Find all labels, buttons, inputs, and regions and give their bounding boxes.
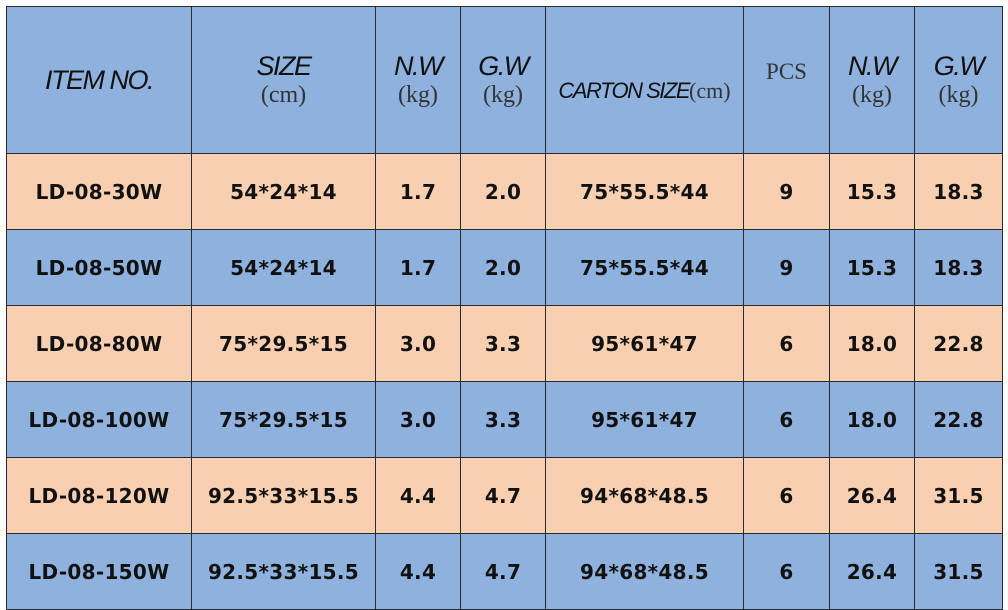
cell-item-no: LD-08-120W — [6, 457, 192, 534]
cell-item-no: LD-08-30W — [6, 153, 192, 230]
header-size: SIZE (cm) — [191, 6, 376, 154]
cell-item-no: LD-08-100W — [6, 381, 192, 458]
packing-spec-sheet: ITEM NO. SIZE (cm) N.W (kg) G.W (kg) CAR… — [6, 6, 1003, 610]
cell-gw: 2.0 — [460, 229, 546, 306]
cell-pcs: 6 — [743, 305, 830, 382]
cell-nw: 3.0 — [375, 381, 461, 458]
header-pcs-label: PCS — [766, 59, 807, 84]
cell-pcs: 9 — [743, 153, 830, 230]
header-item-no-label: ITEM NO. — [45, 65, 155, 95]
cell-gw: 4.7 — [460, 533, 546, 610]
cell-gw: 3.3 — [460, 305, 546, 382]
header-gw: G.W (kg) — [460, 6, 546, 154]
cell-gw: 3.3 — [460, 381, 546, 458]
cell-item-no: LD-08-80W — [6, 305, 192, 382]
header-size-label: SIZE — [256, 51, 312, 81]
cell-nw: 1.7 — [375, 229, 461, 306]
cell-carton-size: 95*61*47 — [545, 381, 744, 458]
cell-size: 75*29.5*15 — [191, 381, 376, 458]
cell-carton-gw: 18.3 — [914, 153, 1003, 230]
header-pcs: PCS — [743, 6, 830, 154]
header-nw-label: N.W — [394, 51, 443, 81]
header-nw: N.W (kg) — [375, 6, 461, 154]
cell-pcs: 6 — [743, 381, 830, 458]
header-carton-nw-label: N.W — [848, 51, 897, 81]
table-row: LD-08-150W 92.5*33*15.5 4.4 4.7 94*68*48… — [6, 533, 1003, 610]
header-carton-size: CARTON SIZE(cm) — [545, 6, 744, 154]
header-nw-unit: (kg) — [398, 82, 438, 108]
cell-gw: 2.0 — [460, 153, 546, 230]
cell-pcs: 6 — [743, 457, 830, 534]
cell-nw: 4.4 — [375, 533, 461, 610]
cell-carton-size: 75*55.5*44 — [545, 229, 744, 306]
header-carton-nw: N.W (kg) — [829, 6, 915, 154]
cell-carton-gw: 22.8 — [914, 305, 1003, 382]
cell-item-no: LD-08-50W — [6, 229, 192, 306]
cell-carton-gw: 22.8 — [914, 381, 1003, 458]
cell-carton-nw: 26.4 — [829, 457, 915, 534]
cell-size: 54*24*14 — [191, 153, 376, 230]
header-row: ITEM NO. SIZE (cm) N.W (kg) G.W (kg) CAR… — [6, 6, 1003, 154]
cell-carton-gw: 31.5 — [914, 457, 1003, 534]
cell-carton-gw: 18.3 — [914, 229, 1003, 306]
header-carton-gw-label: G.W — [933, 51, 985, 81]
cell-size: 92.5*33*15.5 — [191, 457, 376, 534]
table-row: LD-08-80W 75*29.5*15 3.0 3.3 95*61*47 6 … — [6, 305, 1003, 382]
cell-carton-nw: 18.0 — [829, 381, 915, 458]
cell-carton-nw: 26.4 — [829, 533, 915, 610]
cell-carton-size: 75*55.5*44 — [545, 153, 744, 230]
header-carton-size-label: CARTON SIZE — [558, 78, 690, 103]
cell-size: 92.5*33*15.5 — [191, 533, 376, 610]
header-carton-gw: G.W (kg) — [914, 6, 1003, 154]
header-carton-nw-unit: (kg) — [852, 82, 892, 108]
header-size-unit: (cm) — [260, 82, 307, 108]
cell-item-no: LD-08-150W — [6, 533, 192, 610]
cell-carton-size: 95*61*47 — [545, 305, 744, 382]
cell-size: 54*24*14 — [191, 229, 376, 306]
table-row: LD-08-100W 75*29.5*15 3.0 3.3 95*61*47 6… — [6, 381, 1003, 458]
header-carton-size-unit: (cm) — [689, 78, 731, 103]
cell-carton-nw: 15.3 — [829, 153, 915, 230]
cell-nw: 3.0 — [375, 305, 461, 382]
header-gw-label: G.W — [478, 51, 529, 81]
header-gw-unit: (kg) — [483, 82, 523, 108]
packing-spec-table: ITEM NO. SIZE (cm) N.W (kg) G.W (kg) CAR… — [6, 6, 1003, 610]
cell-pcs: 9 — [743, 229, 830, 306]
cell-carton-nw: 18.0 — [829, 305, 915, 382]
cell-size: 75*29.5*15 — [191, 305, 376, 382]
cell-carton-gw: 31.5 — [914, 533, 1003, 610]
cell-nw: 4.4 — [375, 457, 461, 534]
header-item-no: ITEM NO. — [6, 6, 192, 154]
cell-carton-size: 94*68*48.5 — [545, 533, 744, 610]
cell-gw: 4.7 — [460, 457, 546, 534]
table-row: LD-08-120W 92.5*33*15.5 4.4 4.7 94*68*48… — [6, 457, 1003, 534]
header-carton-gw-unit: (kg) — [938, 82, 979, 108]
cell-carton-nw: 15.3 — [829, 229, 915, 306]
cell-carton-size: 94*68*48.5 — [545, 457, 744, 534]
table-row: LD-08-50W 54*24*14 1.7 2.0 75*55.5*44 9 … — [6, 229, 1003, 306]
cell-nw: 1.7 — [375, 153, 461, 230]
table-row: LD-08-30W 54*24*14 1.7 2.0 75*55.5*44 9 … — [6, 153, 1003, 230]
cell-pcs: 6 — [743, 533, 830, 610]
